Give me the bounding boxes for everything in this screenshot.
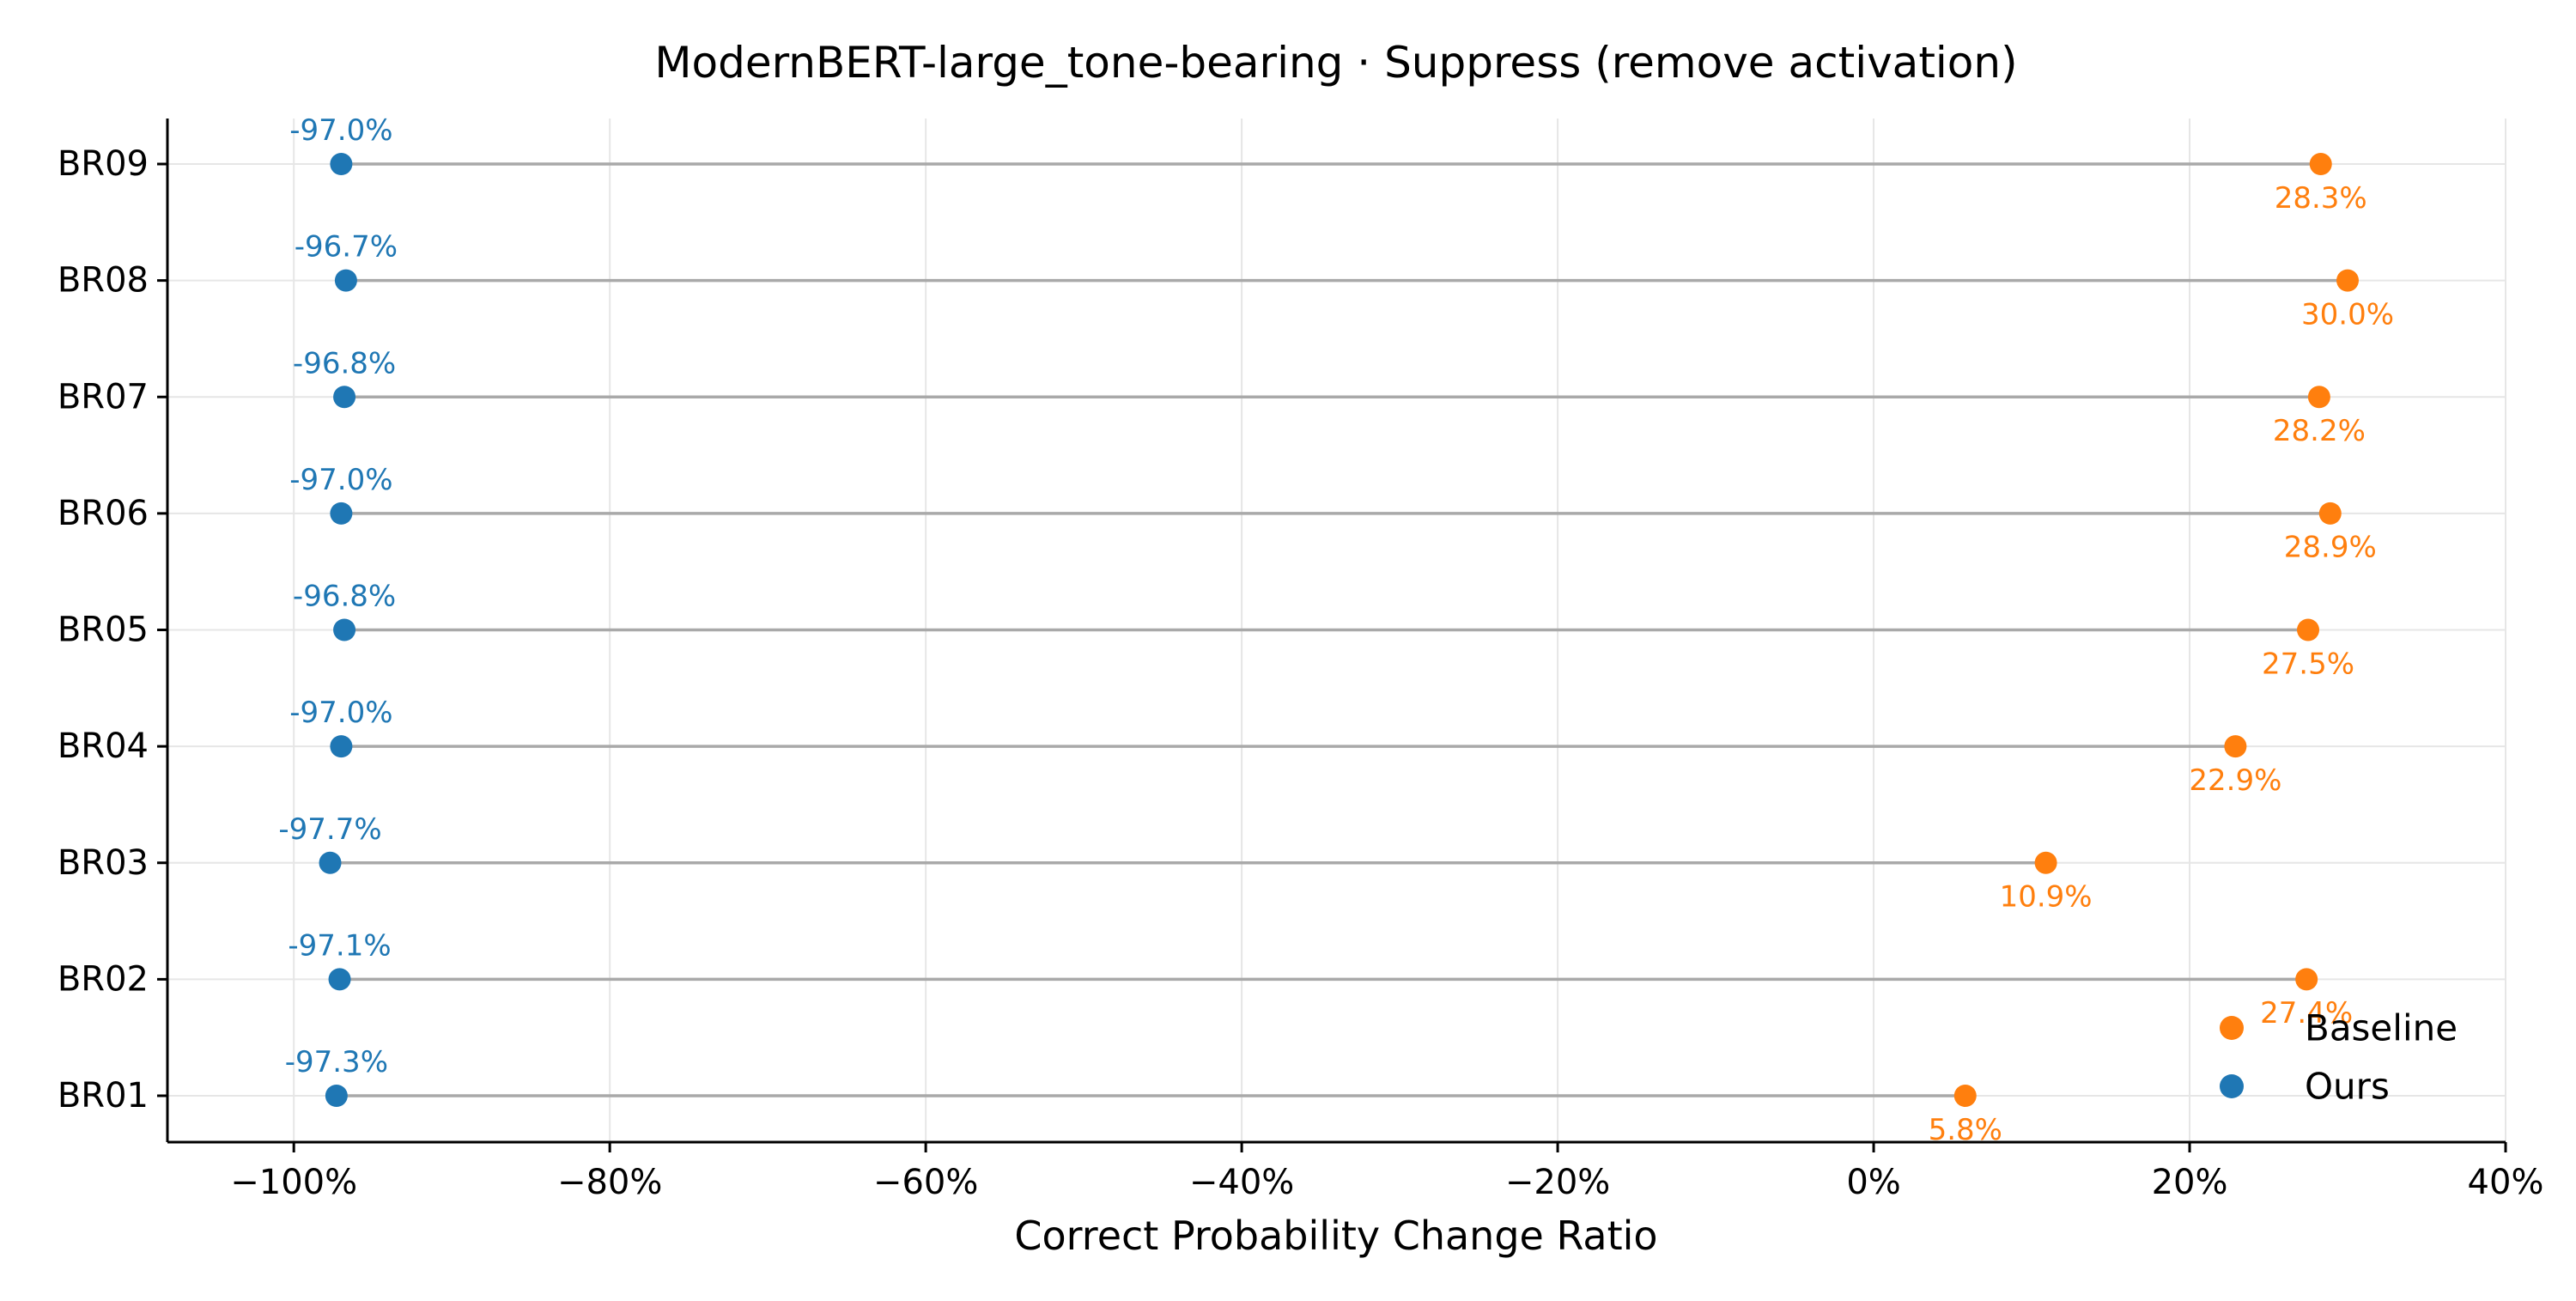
baseline-point [2034, 851, 2057, 874]
baseline-point [2295, 968, 2318, 991]
ours-value-label: -97.0% [289, 113, 392, 148]
x-tick-label: 20% [2152, 1163, 2228, 1202]
baseline-point [2336, 269, 2360, 292]
legend-marker [2220, 1074, 2244, 1098]
ours-point [333, 618, 356, 641]
x-axis-title: Correct Probability Change Ratio [1014, 1213, 1657, 1259]
baseline-point [2318, 502, 2342, 525]
baseline-value-label: 28.3% [2275, 181, 2367, 216]
x-tick-label: −60% [873, 1163, 978, 1202]
ours-point [330, 502, 353, 525]
legend-label: Ours [2305, 1066, 2390, 1108]
label-layer: 5.8%-97.3%27.4%-97.1%10.9%-97.7%22.9%-97… [278, 113, 2394, 1147]
baseline-value-label: 28.9% [2284, 531, 2377, 565]
ours-point [334, 269, 357, 292]
ours-value-label: -96.8% [293, 346, 396, 380]
ours-value-label: -97.0% [289, 463, 392, 497]
y-tick-label: BR07 [58, 377, 149, 416]
x-tick-label: −100% [230, 1163, 357, 1202]
baseline-value-label: 22.9% [2189, 763, 2281, 798]
baseline-point [1953, 1085, 1977, 1107]
y-tick-label: BR01 [58, 1076, 149, 1116]
ours-point [328, 968, 351, 991]
ours-point [319, 851, 342, 874]
x-tick-label: 0% [1846, 1163, 1900, 1202]
ours-value-label: -97.3% [285, 1045, 388, 1079]
ours-value-label: -96.7% [295, 230, 398, 264]
marker-layer [319, 153, 2360, 1107]
x-tick-label: −80% [557, 1163, 662, 1202]
connector-layer [330, 162, 2348, 1097]
baseline-point [2307, 386, 2330, 409]
ours-value-label: -96.8% [293, 580, 396, 614]
axis-layer: −100% −80% −60% −40% −20% 0% 20% 40% BR01 BR02 BR0… [58, 119, 2544, 1202]
y-tick-label: BR03 [58, 843, 149, 883]
x-tick-label: 40% [2468, 1163, 2544, 1202]
x-tick-label: −40% [1189, 1163, 1294, 1202]
legend: Baseline Ours [2220, 1007, 2458, 1108]
y-tick-label: BR06 [58, 494, 149, 533]
chart-title: ModernBERT-large_tone-bearing · Suppress… [654, 38, 2017, 88]
baseline-value-label: 27.5% [2262, 647, 2354, 681]
ours-point [330, 735, 353, 758]
y-tick-label: BR09 [58, 144, 149, 184]
ours-value-label: -97.0% [289, 696, 392, 730]
baseline-value-label: 27.4% [2260, 996, 2353, 1030]
baseline-point [2297, 618, 2320, 641]
y-tick-label: BR08 [58, 261, 149, 301]
ours-value-label: -97.1% [288, 928, 391, 963]
x-tick-label: −20% [1505, 1163, 1610, 1202]
legend-marker [2220, 1016, 2244, 1040]
baseline-value-label: 30.0% [2301, 297, 2394, 331]
ours-point [330, 153, 353, 175]
y-tick-label: BR04 [58, 726, 149, 766]
y-tick-label: BR05 [58, 611, 149, 650]
baseline-point [2309, 153, 2332, 175]
ours-value-label: -97.7% [278, 812, 381, 847]
baseline-value-label: 10.9% [2000, 880, 2093, 915]
baseline-point [2224, 735, 2247, 758]
baseline-value-label: 28.2% [2273, 414, 2366, 448]
y-tick-label: BR02 [58, 959, 149, 999]
ours-point [333, 386, 356, 409]
ours-point [325, 1085, 348, 1107]
legend-label: Baseline [2305, 1007, 2458, 1049]
